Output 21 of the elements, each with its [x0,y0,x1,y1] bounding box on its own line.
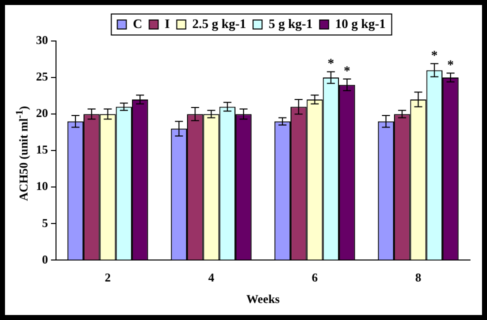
y-tick-label: 15 [36,142,48,157]
x-axis-title: Weeks [246,292,280,306]
y-tick-label: 20 [36,106,48,120]
x-tick-label: 2 [104,270,111,284]
legend-label: 5 g kg-1 [268,16,313,31]
data-label: * [328,56,334,71]
y-tick-label: 5 [42,216,48,230]
x-tick-label: 8 [415,270,422,284]
legend-label: 2.5 g kg-1 [192,16,246,31]
data-label: * [447,57,454,72]
legend-label: I [164,16,170,31]
y-tick-label: 0 [42,252,48,266]
legend-label: 10 g kg-1 [335,16,386,31]
legend-label: C [132,16,142,31]
x-tick-label: 4 [208,270,214,284]
y-tick-label: 10 [36,179,48,194]
y-tick-label: 25 [36,70,48,84]
data-label: * [431,48,438,63]
data-label: * [344,62,350,78]
x-tick-label: 6 [312,270,318,284]
y-tick-label: 30 [36,33,48,48]
